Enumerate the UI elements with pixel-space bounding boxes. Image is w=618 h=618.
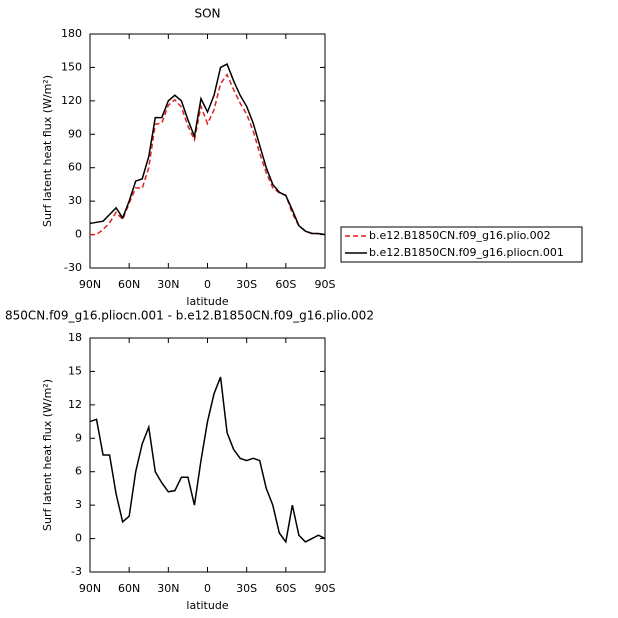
x-tick-label: 30N (157, 582, 179, 595)
legend-box (340, 226, 583, 263)
y-tick-label: 90 (68, 127, 82, 140)
y-tick-label: 15 (68, 364, 82, 377)
x-tick-label: 30S (236, 582, 257, 595)
x-tick-label: 90S (315, 278, 336, 291)
y-tick-label: 0 (75, 532, 82, 545)
data-line (89, 63, 326, 236)
data-line (89, 376, 326, 544)
y-tick-label: -3 (71, 565, 82, 578)
x-axis-label: latitude (186, 295, 228, 308)
y-tick-label: 60 (68, 161, 82, 174)
chart-title: 850CN.f09_g16.pliocn.001 - b.e12.B1850CN… (5, 309, 374, 323)
x-tick-label: 90S (315, 582, 336, 595)
x-tick-label: 90N (79, 582, 101, 595)
x-axis-label: latitude (186, 599, 228, 612)
x-tick-label: 0 (204, 582, 211, 595)
x-tick-label: 90N (79, 278, 101, 291)
y-axis-label: Surf latent heat flux (W/m²) (41, 75, 54, 227)
y-tick-label: 3 (75, 498, 82, 511)
x-tick-label: 30N (157, 278, 179, 291)
y-tick-label: 6 (75, 465, 82, 478)
x-tick-label: 60N (118, 582, 140, 595)
y-tick-label: 18 (68, 331, 82, 344)
plot-frame (89, 337, 326, 573)
y-tick-label: 9 (75, 431, 82, 444)
y-tick-label: 0 (75, 228, 82, 241)
x-tick-label: 30S (236, 278, 257, 291)
x-tick-label: 0 (204, 278, 211, 291)
legend-label: b.e12.B1850CN.f09_g16.pliocn.001 (369, 246, 564, 259)
x-tick-label: 60S (275, 582, 296, 595)
y-tick-label: 150 (61, 60, 82, 73)
y-tick-label: 12 (68, 398, 82, 411)
y-tick-label: 30 (68, 194, 82, 207)
y-tick-label: -30 (64, 261, 82, 274)
y-tick-label: 120 (61, 94, 82, 107)
x-tick-label: 60N (118, 278, 140, 291)
y-axis-label: Surf latent heat flux (W/m²) (41, 379, 54, 531)
chart-title: SON (194, 7, 220, 21)
legend-label: b.e12.B1850CN.f09_g16.plio.002 (369, 229, 551, 242)
y-tick-label: 180 (61, 27, 82, 40)
x-tick-label: 60S (275, 278, 296, 291)
plot-frame (89, 33, 326, 269)
